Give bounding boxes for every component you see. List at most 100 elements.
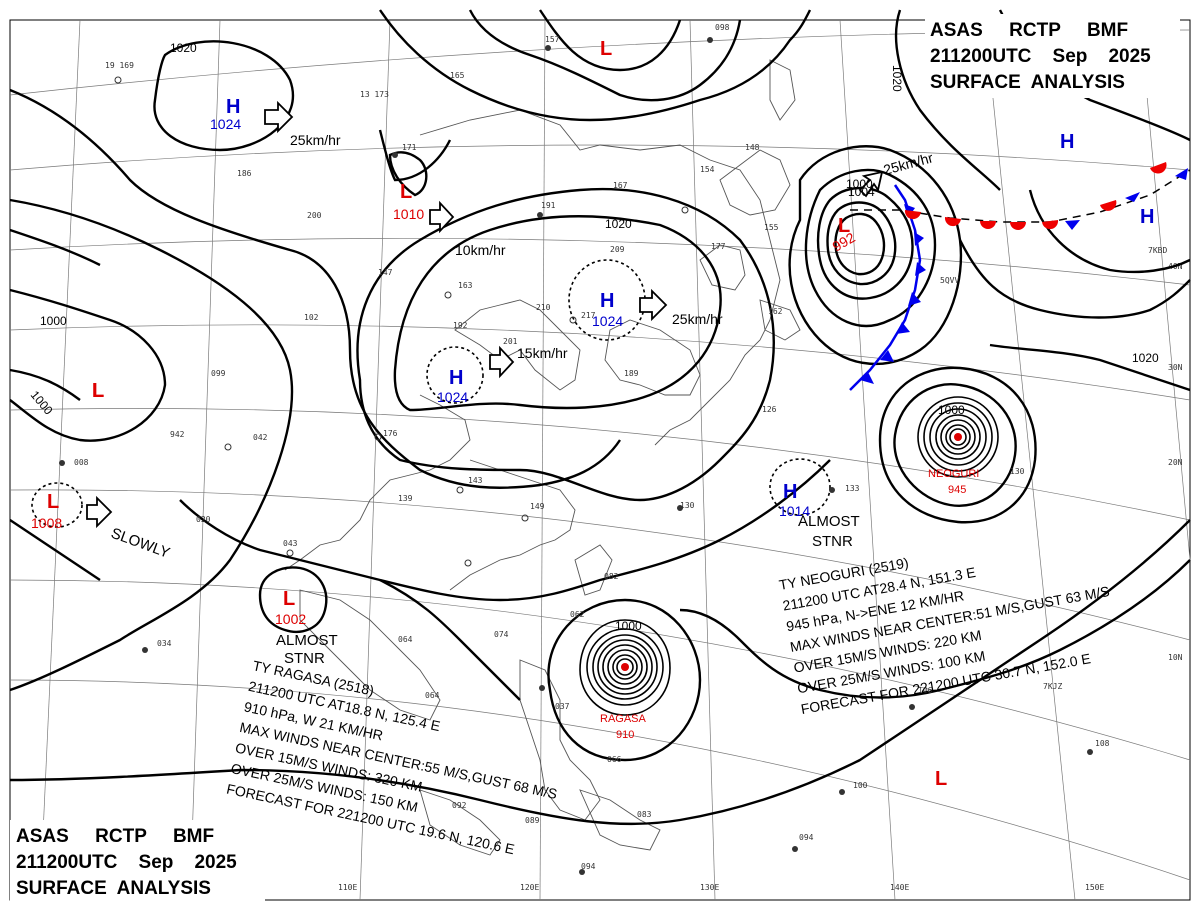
arrow-icon (858, 170, 884, 198)
lon-label-110e: 110E (338, 883, 357, 892)
low-pressure-value: 1010 (393, 206, 424, 222)
typhoon-pressure: 910 (616, 729, 634, 741)
typhoon-name: NEOGURI (928, 468, 979, 480)
station-plot: 094 (581, 862, 596, 871)
coastlines (284, 59, 801, 856)
motion-speed-label: 10km/hr (455, 242, 506, 258)
low-symbol: L (47, 491, 59, 513)
motion-speed-label: ALMOST (798, 513, 860, 530)
isobar-label: 1020 (170, 41, 197, 55)
station-plot: 209 (610, 245, 625, 254)
station-plot: 171 (402, 143, 417, 152)
motion-speed-label: 15km/hr (517, 345, 568, 361)
high-pressure-value: 1014 (779, 503, 810, 519)
high-pressure-value: 1024 (210, 116, 241, 132)
lon-label-130e: 130E (700, 883, 719, 892)
isobar-label: 1000 (28, 388, 56, 418)
lat-label-30n: 30N (1168, 363, 1183, 372)
station-plot: 092 (452, 801, 467, 810)
station-plot: 066 (607, 755, 622, 764)
isobar-label: 1020 (1132, 351, 1159, 365)
isobar-label: 1000 (615, 619, 642, 633)
motion-speed-label: STNR (284, 650, 325, 667)
station-plot: 139 (398, 494, 413, 503)
station-plot: 162 (768, 307, 783, 316)
typhoon-pressure: 945 (948, 484, 966, 496)
motion-speed-label: 25km/hr (672, 311, 723, 327)
arrow-icon (639, 288, 668, 322)
low-symbol: L (400, 181, 412, 203)
station-plot: 126 (762, 405, 777, 414)
station-plot: 217 (581, 311, 596, 320)
station-plot: 098 (715, 23, 730, 32)
isobars (9, 9, 1191, 826)
lon-label-120e: 120E (520, 883, 539, 892)
header-line: ASAS RCTP BMF (930, 20, 1128, 41)
station-plot: 064 (425, 691, 440, 700)
station-plot: 7KBD (1148, 246, 1167, 255)
station-plot: 130 (680, 501, 695, 510)
station-plot: 165 (450, 71, 465, 80)
arrow-icon (429, 200, 455, 234)
isobar-label: 1000 (40, 314, 67, 328)
station-plot: 5QVV (940, 276, 959, 285)
isobar-label: 1000 (846, 177, 873, 191)
low-symbol: L (283, 588, 295, 610)
station-plot: 192 (453, 321, 468, 330)
header-bottom: ASAS RCTP BMF 211200UTC Sep 2025 SURFACE… (10, 820, 265, 902)
station-plot: 083 (637, 810, 652, 819)
motion-arrows (86, 100, 884, 529)
station-plot: 201 (503, 337, 518, 346)
station-plot: 157 (545, 35, 560, 44)
station-plot: 176 (383, 429, 398, 438)
arrow-icon (86, 495, 113, 529)
station-plot: 7KJZ (1043, 682, 1062, 691)
station-plot: 155 (764, 223, 779, 232)
motion-speed-label: SLOWLY (109, 525, 173, 562)
header-line: ASAS RCTP BMF (16, 826, 214, 847)
station-plot: 163 (458, 281, 473, 290)
typhoon-centres: RAGASA 910 NEOGURI 945 (600, 433, 979, 741)
station-plot: 191 (541, 201, 556, 210)
high-pressure-value: 1024 (592, 313, 623, 329)
isobar-label: 1000 (938, 403, 965, 417)
lat-label-10n: 10N (1168, 653, 1183, 662)
station-plot: 089 (525, 816, 540, 825)
header-line: 211200UTC Sep 2025 (930, 46, 1151, 67)
motion-speed-label: STNR (812, 533, 853, 550)
low-pressure-value: 1008 (31, 515, 62, 531)
low-symbol: L (600, 38, 612, 60)
high-symbol: H (1060, 131, 1074, 153)
station-plot: 034 (157, 639, 172, 648)
station-plot: 186 (237, 169, 252, 178)
lon-label-150e: 150E (1085, 883, 1104, 892)
station-plot: 064 (398, 635, 413, 644)
high-symbol: H (226, 96, 240, 118)
station-plot: 154 (700, 165, 715, 174)
latitude-grid (9, 29, 1191, 881)
low-symbol: L (92, 380, 104, 402)
station-plot: 167 (613, 181, 628, 190)
station-plot: 130 (1010, 467, 1025, 476)
high-symbol: H (449, 367, 463, 389)
lat-label-20n: 20N (1168, 458, 1183, 467)
stationary-front (850, 162, 1191, 230)
station-plots: 19 169 13 173 171 165 157 098 154 148 18… (59, 23, 1167, 875)
arrow-icon (264, 100, 294, 134)
station-plot: 099 (211, 369, 226, 378)
high-symbol: H (783, 481, 797, 503)
station-plot: 942 (170, 430, 185, 439)
isobar-label: 1004 (848, 185, 875, 199)
header-line: SURFACE ANALYSIS (16, 878, 211, 899)
low-symbol: L (838, 215, 850, 237)
dotted-isobars (31, 259, 831, 528)
station-plot: 148 (745, 143, 760, 152)
station-plot: 102 (304, 313, 319, 322)
header-top: ASAS RCTP BMF 211200UTC Sep 2025 SURFACE… (925, 14, 1180, 98)
station-plot: 143 (468, 476, 483, 485)
low-pressure-value: 1002 (275, 611, 306, 627)
station-plot: 177 (711, 242, 726, 251)
low-symbol: L (935, 768, 947, 790)
typhoon-center-icon (621, 663, 629, 671)
